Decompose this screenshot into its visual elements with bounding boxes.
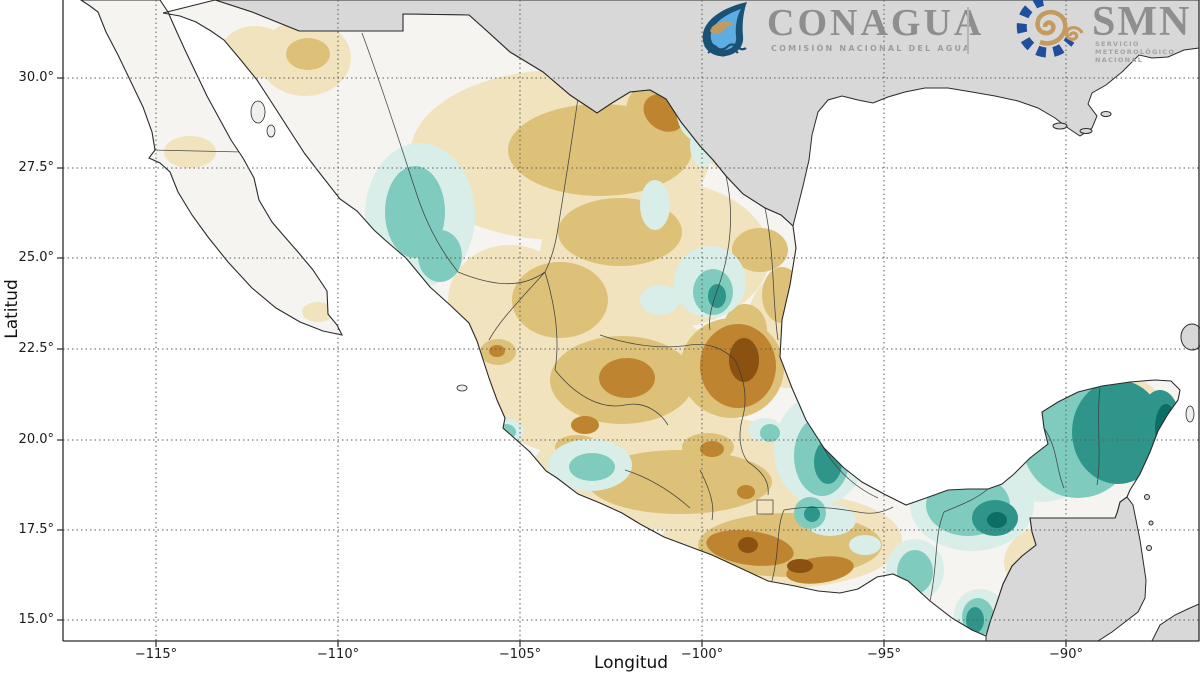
x-tick-label: −110° [316,647,360,662]
gridlines [63,0,1199,641]
smn-spiral-icon [1016,0,1084,58]
y-axis-title: Latitud [2,279,22,339]
x-tick-label: −95° [867,647,901,662]
x-tick-label: −115° [134,647,178,662]
smn-subtitle-line: NACIONAL [1095,56,1144,64]
islands [250,100,1195,423]
y-tick-label: 20.0° [18,432,54,447]
y-tick-label: 15.0° [18,612,54,627]
logo-divider [967,7,969,54]
smn-subtitle-line: METEOROLÓGICO [1095,48,1176,56]
guatemala-belize-land [985,323,1200,642]
smn-subtitle-line: SERVICIO [1095,40,1140,48]
x-tick-label: −105° [498,647,542,662]
y-tick-label: 30.0° [18,70,54,85]
y-tick-label: 17.5° [18,522,54,537]
y-tick-label: 22.5° [18,341,54,356]
conagua-drop-icon [702,2,747,57]
x-tick-label: −90° [1049,647,1083,662]
plot-frame [62,0,1200,642]
conagua-wordmark: CONAGUA [767,2,985,44]
x-tick-label: −100° [680,647,724,662]
tick-marks [57,77,1067,647]
conagua-subtitle: COMISIÓN NACIONAL DEL AGUA [771,44,972,53]
x-axis-title: Longitud [593,653,669,673]
smn-wordmark: SMN [1092,0,1192,45]
y-tick-label: 27.5° [18,160,54,175]
y-tick-label: 25.0° [18,250,54,265]
